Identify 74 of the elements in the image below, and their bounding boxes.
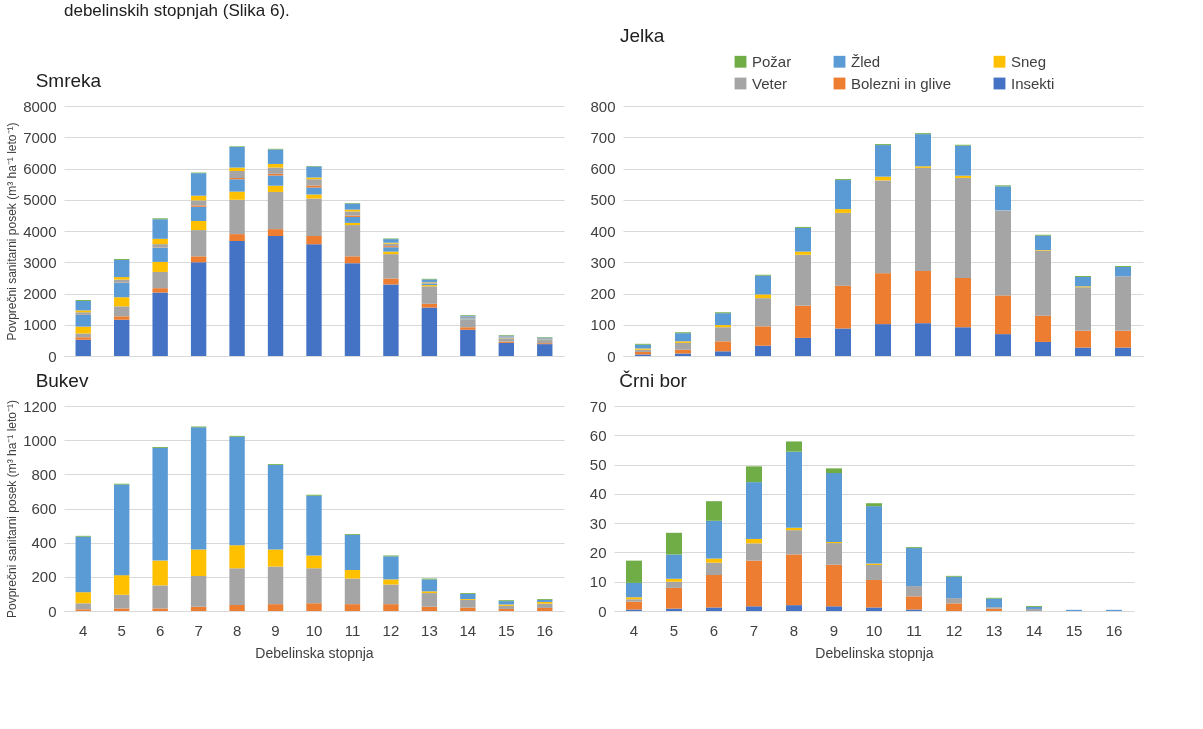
x-axis-title: Debelinska stopnja — [255, 644, 374, 661]
x-tick-label: 14 — [1025, 621, 1043, 639]
x-tick-label: 5 — [669, 621, 679, 639]
chart-title: Črni bor — [619, 370, 688, 391]
x-tick-label: 13 — [985, 621, 1003, 639]
y-tick-label: 800 — [31, 465, 57, 483]
x-tick-label: 16 — [1105, 621, 1123, 639]
x-tick-label: 8 — [232, 621, 242, 639]
y-tick-label: 0 — [598, 602, 607, 620]
x-tick-label: 15 — [497, 621, 515, 639]
y-tick-label: 10 — [589, 573, 607, 591]
y-tick-label: 60 — [589, 426, 607, 444]
x-tick-label: 7 — [749, 621, 759, 639]
y-tick-label: 600 — [31, 500, 57, 517]
x-tick-label: 9 — [271, 621, 280, 639]
y-tick-label: 50 — [589, 456, 607, 474]
x-tick-label: 15 — [1065, 621, 1083, 639]
y-tick-label: 200 — [590, 285, 616, 302]
x-tick-label: 4 — [629, 621, 639, 639]
x-tick-label: 7 — [194, 621, 203, 639]
y-tick-label: 200 — [31, 568, 57, 586]
x-tick-label: 9 — [829, 621, 839, 639]
y-tick-label: 400 — [590, 222, 616, 240]
legend-label: Bolezni in glive — [851, 74, 952, 92]
y-axis-title: Povprečni sanitarni posek (m³ ha⁻¹ leto⁻¹) — [5, 122, 20, 341]
x-tick-label: 14 — [459, 621, 477, 639]
x-axis-title: Debelinska stopnja — [815, 644, 934, 661]
y-tick-label: 0 — [607, 347, 616, 365]
chart-title: Smreka — [35, 70, 102, 91]
x-tick-label: 10 — [305, 621, 323, 639]
y-tick-label: 4000 — [23, 222, 57, 240]
legend-label: Sneg — [1011, 52, 1047, 70]
x-tick-label: 13 — [421, 621, 438, 639]
legend-label: Požar — [752, 52, 792, 70]
y-tick-label: 20 — [589, 543, 607, 561]
y-tick-label: 2000 — [23, 285, 57, 302]
chart-title: Bukev — [35, 370, 89, 391]
chart-title: Jelka — [619, 25, 665, 46]
legend-label: Veter — [752, 74, 788, 92]
y-tick-label: 700 — [590, 128, 616, 146]
y-tick-label: 400 — [31, 534, 57, 552]
y-tick-label: 7000 — [23, 128, 57, 146]
y-tick-label: 300 — [590, 253, 616, 271]
x-tick-label: 4 — [79, 621, 88, 639]
y-tick-label: 600 — [590, 160, 616, 177]
x-tick-label: 11 — [344, 621, 361, 639]
x-tick-label: 12 — [945, 621, 963, 639]
y-tick-label: 500 — [590, 191, 616, 209]
y-tick-label: 0 — [48, 347, 57, 365]
y-tick-label: 6000 — [23, 160, 57, 177]
y-tick-label: 1000 — [23, 431, 57, 449]
y-tick-label: 70 — [589, 397, 607, 415]
y-tick-label: 5000 — [23, 191, 57, 209]
y-tick-label: 1200 — [23, 397, 57, 415]
x-tick-label: 11 — [906, 621, 922, 639]
x-tick-label: 6 — [709, 621, 719, 639]
y-tick-label: 0 — [48, 602, 57, 620]
legend-label: Insekti — [1011, 74, 1055, 92]
x-tick-label: 12 — [382, 621, 400, 639]
x-tick-label: 5 — [117, 621, 126, 639]
y-tick-label: 30 — [589, 514, 607, 532]
x-tick-label: 10 — [865, 621, 883, 639]
y-tick-label: 1000 — [23, 316, 57, 334]
y-tick-label: 3000 — [23, 253, 57, 271]
text: debelinskih stopnjah (Slika 6). — [64, 1, 290, 20]
y-tick-label: 8000 — [23, 97, 57, 115]
y-axis-title: Povprečni sanitarni posek (m³ ha⁻¹ leto⁻¹) — [5, 399, 20, 619]
y-tick-label: 40 — [589, 485, 607, 503]
x-tick-label: 6 — [155, 621, 165, 639]
y-tick-label: 100 — [590, 316, 616, 334]
x-tick-label: 16 — [536, 621, 554, 639]
legend-label: Žled — [851, 52, 881, 70]
x-tick-label: 8 — [789, 621, 799, 639]
y-tick-label: 800 — [590, 97, 616, 115]
